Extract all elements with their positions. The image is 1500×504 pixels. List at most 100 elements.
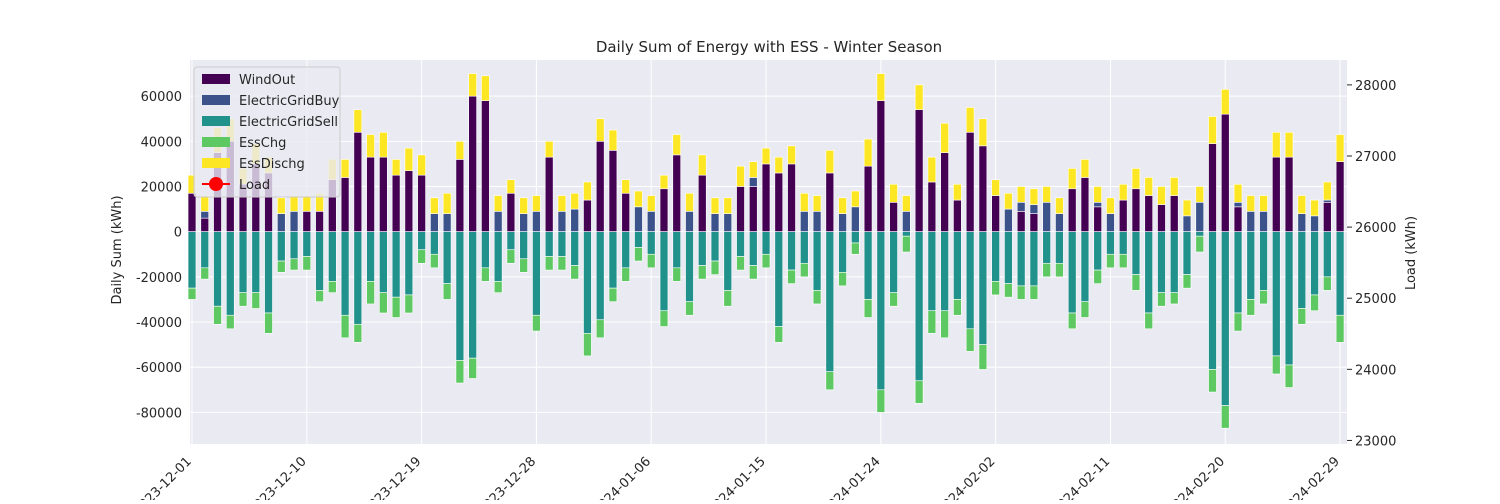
bar-esschg [366,281,375,305]
bar-essdischg [940,122,949,153]
bar-electricgridsell [238,231,248,293]
bar-electricgridsell [863,231,873,300]
bar-electricgridsell [634,231,643,248]
bar-electricgridsell [226,231,235,316]
bar-essdischg [876,73,886,101]
bar-electricgridbuy [723,213,733,232]
bar-electricgridsell [991,231,1000,282]
bar-esschg [1195,235,1205,253]
bar-electricgridsell [1131,231,1141,275]
bar-esschg [914,380,924,404]
bar-essdischg [557,195,567,212]
bar-essdischg [1067,168,1077,190]
bar-essdischg [774,156,784,174]
bar-electricgridsell [200,231,210,269]
bar-windout [736,186,745,232]
bar-esschg [251,292,261,309]
bar-electricgridbuy [838,213,847,232]
bar-essdischg [710,197,720,214]
bar-windout [774,172,784,232]
bar-electricgridsell [1246,231,1256,300]
bar-essdischg [404,147,414,171]
bar-electricgridsell [1297,231,1307,309]
bar-esschg [889,292,898,307]
x-tick-label: 2024-02-20 [1164,454,1228,500]
bar-electricgridsell [1208,231,1217,370]
bar-esschg [302,256,312,271]
bar-windout [1323,202,1332,232]
bar-electricgridsell [277,231,286,262]
bar-electricgridsell [1182,231,1192,275]
bar-electricgridbuy [200,211,210,219]
bar-windout [353,131,363,232]
bar-essdischg [838,197,847,214]
bar-electricgridsell [187,231,197,289]
bar-esschg [340,314,350,339]
bar-essdischg [570,192,579,210]
bar-essdischg [544,141,554,158]
bar-esschg [519,258,528,273]
bar-electricgridbuy [1093,202,1102,208]
bar-electricgridsell [1233,231,1243,314]
bar-electricgridsell [302,231,312,257]
bar-windout [417,174,426,232]
bar-essdischg [1093,186,1102,203]
bar-electricgridbuy [1246,211,1256,232]
bar-electricgridsell [1195,231,1205,237]
bar-essdischg [1016,186,1026,203]
bar-esschg [557,256,567,271]
bar-esschg [1323,276,1332,291]
legend-label: Load [239,178,270,193]
y-tick-label: 40000 [141,135,182,150]
x-tick-label: 2024-02-29 [1279,454,1343,500]
bar-esschg [1067,312,1077,330]
bar-electricgridsell [838,231,847,273]
bar-electricgridsell [264,231,273,314]
bar-esschg [685,301,694,316]
bar-essdischg [289,195,299,212]
bar-windout [1335,161,1345,232]
bar-electricgridsell [965,231,975,330]
y2-tick-label: 28000 [1355,79,1396,94]
bar-essdischg [978,118,988,147]
bar-electricgridsell [710,231,720,262]
bar-windout [200,217,210,232]
bar-esschg [493,281,503,293]
bar-esschg [1131,274,1141,291]
bar-electricgridbuy [493,211,503,232]
chart-title: Daily Sum of Energy with ESS - Winter Se… [596,38,942,56]
bar-electricgridsell [825,231,835,373]
bar-windout [1233,206,1243,232]
bar-esschg [1233,312,1243,332]
bar-esschg [430,253,439,269]
bar-esschg [953,299,962,316]
x-tick-label: 2024-01-06 [590,454,654,500]
bar-electricgridsell [953,231,962,300]
legend-swatch-windout [202,74,230,84]
bar-electricgridsell [251,231,261,293]
bar-essdischg [366,134,375,158]
bar-esschg [672,267,681,282]
bar-esschg [825,371,835,391]
bar-windout [187,192,197,232]
bar-electricgridsell [1004,231,1013,284]
bar-windout [1144,195,1153,232]
bar-essdischg [1195,186,1205,203]
bar-windout [595,141,605,232]
y-tick-label: 60000 [141,90,182,105]
bar-esschg [710,260,720,275]
y2-tick-label: 23000 [1355,434,1396,449]
bar-essdischg [481,75,490,101]
bar-windout [302,211,312,232]
bar-electricgridsell [289,231,299,260]
legend-label: EssChg [239,136,286,151]
bar-essdischg [442,192,452,214]
bar-electricgridbuy [800,211,809,232]
bar-windout [825,172,835,232]
bar-esschg [213,305,222,325]
bar-electricgridsell [736,231,745,257]
bar-electricgridsell [659,231,669,312]
bar-essdischg [1157,186,1166,205]
bar-esschg [532,314,541,332]
y-tick-label: -80000 [136,406,182,421]
